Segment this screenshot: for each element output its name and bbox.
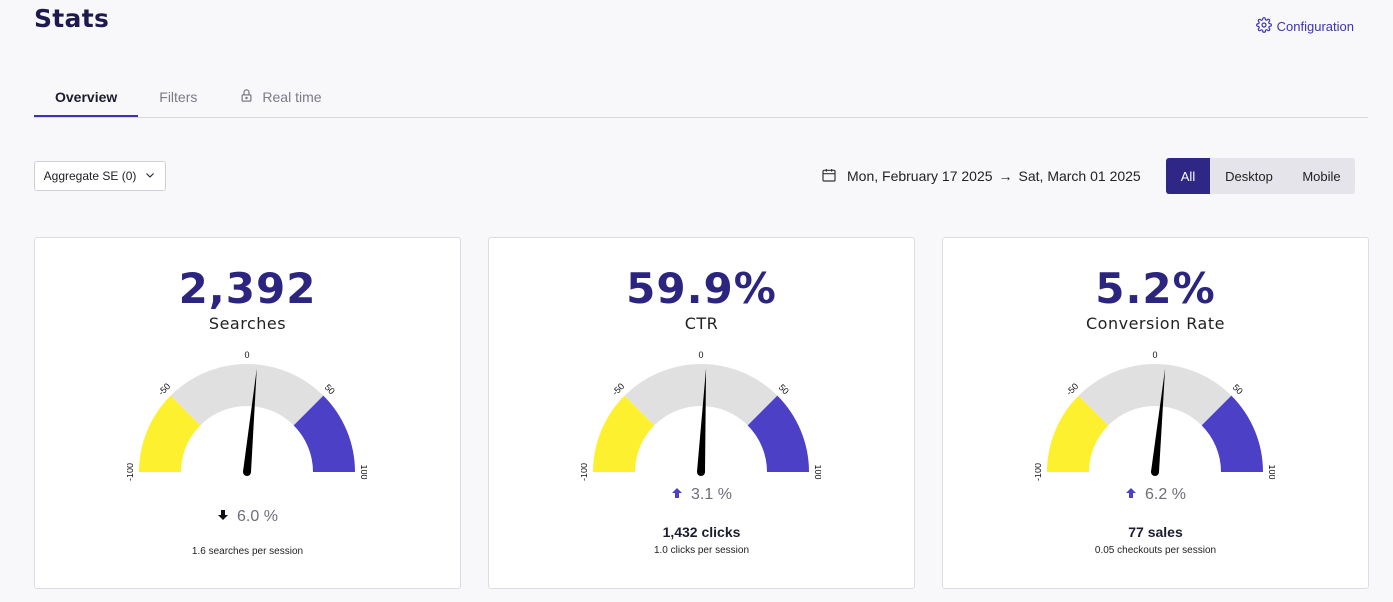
gauge-segment-mid <box>1078 364 1232 426</box>
metric-label: Conversion Rate <box>1086 314 1225 333</box>
calendar-icon <box>821 167 841 186</box>
searches-per-session: 1.6 searches per session <box>191 546 304 557</box>
gauge-needle <box>243 368 257 473</box>
clicks-per-session: 1.0 clicks per session <box>653 545 750 556</box>
ctr-card: 59.9% CTR -100 -50 0 50 100 3.1 % 1,432 clic… <box>488 237 915 589</box>
gauge-needle <box>1151 368 1166 473</box>
gear-icon <box>1255 17 1272 36</box>
arrow-down-icon <box>217 508 229 526</box>
trend-indicator: 3.1 % <box>489 486 914 504</box>
trend-value: 3.1 % <box>691 486 732 503</box>
configuration-label: Configuration <box>1276 19 1354 34</box>
gauge-needle <box>697 368 707 473</box>
tab-real-time[interactable]: Real time <box>218 78 342 116</box>
trend-value: 6.2 % <box>1145 486 1186 503</box>
gauge-segment-high <box>293 395 355 472</box>
conversion-rate-card: 5.2% Conversion Rate -100 -50 0 50 100 6.2 %… <box>942 237 1369 589</box>
page-title: Stats <box>34 4 110 33</box>
gauge-needle-hub <box>1151 468 1159 476</box>
gauge-chart: -100 -50 0 50 100 <box>581 350 821 481</box>
configuration-link[interactable]: Configuration <box>1255 17 1354 36</box>
gauge-tick-label: -100 <box>581 463 589 481</box>
chevron-down-icon <box>144 169 156 184</box>
metric-value: 2,392 <box>178 264 317 313</box>
tab-label: Filters <box>159 89 198 105</box>
gauge-tick-label: -50 <box>610 381 626 397</box>
metric-label: Searches <box>208 314 287 333</box>
gauge-tick-label: 50 <box>777 382 791 396</box>
tab-label: Real time <box>262 89 322 105</box>
arrow-right-icon: → <box>998 168 1013 184</box>
metric-value: 5.2% <box>1095 264 1216 313</box>
gauge-tick-label: 50 <box>323 382 337 396</box>
gauge-tick-label: -100 <box>127 463 135 481</box>
device-desktop-button[interactable]: Desktop <box>1225 168 1273 184</box>
searches-card: 2,392 Searches -100 -50 0 50 100 6.0 % 1.6 s… <box>34 237 461 589</box>
gauge-tick-label: 100 <box>1267 464 1275 479</box>
tab-filters[interactable]: Filters <box>138 78 218 116</box>
device-all-button[interactable]: All <box>1166 158 1210 194</box>
gauge-tick-label: 0 <box>244 350 249 360</box>
device-filter: All Desktop Mobile <box>1166 158 1355 194</box>
trend-indicator: 6.0 % <box>35 508 460 526</box>
checkouts-per-session: 0.05 checkouts per session <box>1094 545 1217 556</box>
gauge-segment-low <box>139 395 201 472</box>
metric-value: 59.9% <box>626 264 777 313</box>
gauge-tick-label: 0 <box>1152 350 1157 360</box>
sales-count: 77 sales <box>1128 524 1183 540</box>
gauge-tick-label: 50 <box>1231 382 1245 396</box>
aggregate-select[interactable]: Aggregate SE (0) <box>34 161 166 191</box>
gauge-needle-hub <box>243 468 251 476</box>
arrow-up-icon <box>1125 486 1137 504</box>
date-range-picker[interactable]: Mon, February 17 2025 → Sat, March 01 20… <box>821 166 1141 186</box>
trend-value: 6.0 % <box>237 508 278 525</box>
gauge-segment-low <box>1047 395 1109 472</box>
gauge-segment-mid <box>170 364 324 426</box>
lock-icon <box>239 88 254 106</box>
arrow-up-icon <box>671 486 683 504</box>
aggregate-select-value: Aggregate SE (0) <box>43 169 137 183</box>
metric-label: CTR <box>684 314 719 333</box>
gauge-tick-label: -50 <box>1064 381 1080 397</box>
gauge-segment-high <box>747 395 809 472</box>
gauge-chart: -100 -50 0 50 100 <box>1035 350 1275 481</box>
device-mobile-button[interactable]: Mobile <box>1302 168 1341 184</box>
gauge-chart: -100 -50 0 50 100 <box>127 350 367 481</box>
gauge-segment-high <box>1201 395 1263 472</box>
gauge-segment-mid <box>624 364 778 426</box>
gauge-segment-low <box>593 395 655 472</box>
gauge-tick-label: -50 <box>156 381 172 397</box>
gauge-tick-label: -100 <box>1035 463 1043 481</box>
gauge-tick-label: 0 <box>698 350 703 360</box>
tab-bar: Overview Filters Real time <box>34 78 1368 118</box>
gauge-tick-label: 100 <box>359 464 367 479</box>
clicks-count: 1,432 clicks <box>662 524 741 540</box>
trend-indicator: 6.2 % <box>943 486 1368 504</box>
gauge-tick-label: 100 <box>813 464 821 479</box>
date-start: Mon, February 17 2025 <box>847 168 993 184</box>
gauge-needle-hub <box>697 468 705 476</box>
tab-label: Overview <box>55 88 118 105</box>
tab-overview[interactable]: Overview <box>34 78 139 117</box>
date-end: Sat, March 01 2025 <box>1018 168 1141 184</box>
